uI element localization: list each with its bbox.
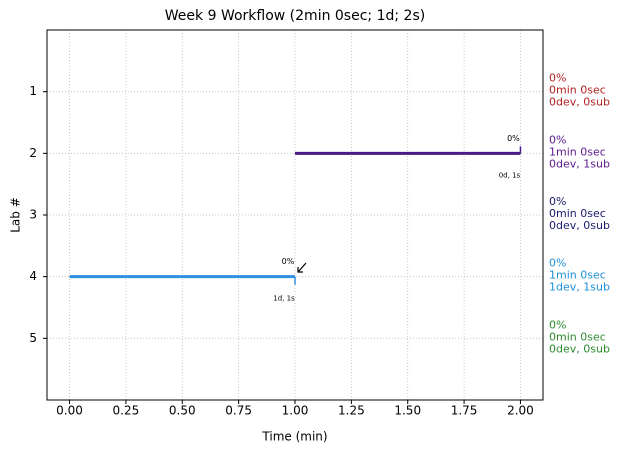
y-axis-label: Lab # xyxy=(9,197,23,233)
x-tick-label: 0.25 xyxy=(113,404,140,418)
lab-summary: 0dev, 0sub xyxy=(549,342,610,355)
x-tick-label: 1.25 xyxy=(338,404,365,418)
lab-summary: 0dev, 1sub xyxy=(549,157,610,170)
x-axis-label: Time (min) xyxy=(261,430,327,444)
lab-summary: 0dev, 0sub xyxy=(549,219,610,232)
lab-summary: 0% xyxy=(549,72,566,85)
x-tick-label: 0.50 xyxy=(169,404,196,418)
y-tick-label: 2 xyxy=(29,146,37,160)
duration-label: 1d, 1s xyxy=(273,295,295,303)
x-tick-label: 2.00 xyxy=(507,404,534,418)
pct-label: 0% xyxy=(282,257,295,266)
x-tick-label: 1.75 xyxy=(451,404,478,418)
arrow-head xyxy=(297,267,303,273)
pct-label: 0% xyxy=(507,134,520,143)
lab-summary: 0min 0sec xyxy=(549,207,606,220)
lab-summary: 1dev, 1sub xyxy=(549,281,610,294)
lab-summary: 0% xyxy=(549,257,566,270)
y-tick-label: 5 xyxy=(29,331,37,345)
y-tick-label: 4 xyxy=(29,269,37,283)
x-tick-label: 1.50 xyxy=(394,404,421,418)
y-tick-label: 1 xyxy=(29,84,37,98)
duration-label: 0d, 1s xyxy=(499,171,521,179)
grid xyxy=(47,30,543,400)
x-tick-label: 0.00 xyxy=(56,404,83,418)
plot-frame xyxy=(46,29,544,401)
lab-summary: 0% xyxy=(549,133,566,146)
lab-summary: 1min 0sec xyxy=(549,269,606,282)
lab-summary: 0dev, 0sub xyxy=(549,96,610,109)
lab-summary: 0min 0sec xyxy=(549,84,606,97)
chart-title: Week 9 Workflow (2min 0sec; 1d; 2s) xyxy=(165,8,425,24)
x-tick-label: 1.00 xyxy=(282,404,309,418)
x-tick-label: 0.75 xyxy=(225,404,252,418)
lab-summary: 0% xyxy=(549,318,566,331)
lab-summary: 0min 0sec xyxy=(549,330,606,343)
y-tick-label: 3 xyxy=(29,208,37,222)
lab-summary: 0% xyxy=(549,195,566,208)
lab-summary: 1min 0sec xyxy=(549,145,606,158)
arrow xyxy=(297,262,307,273)
